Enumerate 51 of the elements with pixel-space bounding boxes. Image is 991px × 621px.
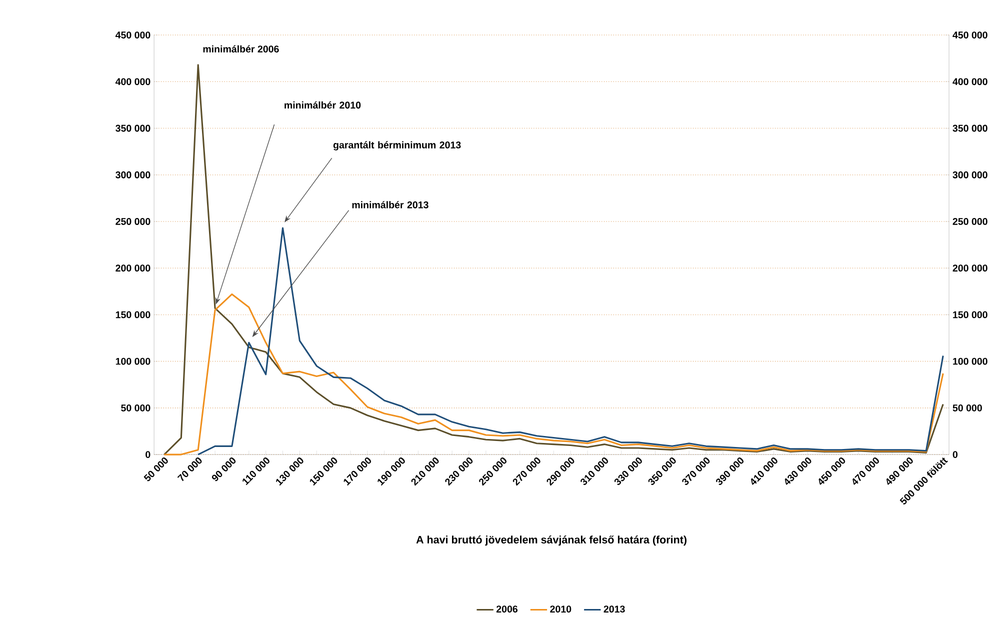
x-tick-label: 430 000 xyxy=(784,457,812,485)
x-tick-label: 370 000 xyxy=(682,457,710,485)
y2-tick-label: 400 000 xyxy=(115,78,150,85)
x-tick-label: 290 000 xyxy=(546,457,574,486)
x-tick-label: 50 000 xyxy=(144,457,168,481)
y-tick-label: 450 000 xyxy=(952,31,988,38)
x-tick-label: 170 000 xyxy=(344,457,372,486)
x-tick-label: 350 000 xyxy=(648,457,676,485)
y2-tick-label: 100 000 xyxy=(116,358,150,365)
x-tick-label: 130 000 xyxy=(276,457,304,486)
x-tick-label: 90 000 xyxy=(212,457,236,481)
annotation: minimálbér 2010 xyxy=(284,101,361,108)
y2-tick-label: 350 000 xyxy=(116,124,150,132)
y2-tick-label: 50 000 xyxy=(121,404,150,412)
legend-label: 2010 xyxy=(550,605,572,612)
x-tick-label: 410 000 xyxy=(750,457,778,485)
y2-tick-label: 300 000 xyxy=(116,171,150,178)
y-tick-label: 150 000 xyxy=(953,311,988,318)
y2-tick-label: 250 000 xyxy=(116,218,150,225)
y-tick-label: 100 000 xyxy=(953,358,988,365)
x-tick-label: 310 000 xyxy=(580,457,608,485)
x-tick-label: 150 000 xyxy=(310,457,338,486)
y2-tick-label: 450 000 xyxy=(115,31,150,38)
y-tick-label: 300 000 xyxy=(952,171,988,178)
y-tick-label: 400 000 xyxy=(952,78,988,85)
y-tick-label: 0 xyxy=(952,450,958,458)
y2-tick-label: 0 xyxy=(146,450,150,458)
y2-tick-label: 150 000 xyxy=(116,311,150,318)
x-tick-label: 330 000 xyxy=(614,457,642,485)
x-tick-label: 270 000 xyxy=(512,457,540,486)
x-tick-label: 210 000 xyxy=(411,457,439,486)
y2-tick-label: 200 000 xyxy=(116,264,150,272)
x-axis-title: A havi bruttó jövedelem sávjának felső határa (forint) xyxy=(416,535,686,546)
x-tick-label: 490 000 xyxy=(886,457,913,485)
legend-label: 2013 xyxy=(604,605,625,612)
annotation: minimálbér 2006 xyxy=(203,45,279,52)
x-tick-label: 390 000 xyxy=(716,457,744,485)
x-tick-label: 70 000 xyxy=(177,457,202,481)
y-tick-label: 200 000 xyxy=(952,264,988,272)
x-tick-label: 110 000 xyxy=(242,457,270,485)
annotation: minimálbér 2013 xyxy=(352,200,428,208)
x-tick-label: 190 000 xyxy=(378,457,405,486)
y-tick-label: 250 000 xyxy=(952,218,988,225)
x-tick-label: 470 000 xyxy=(852,457,879,485)
legend-label: 2006 xyxy=(496,605,518,612)
y-tick-label: 50 000 xyxy=(952,404,982,412)
x-tick-label: 230 000 xyxy=(445,457,473,486)
x-tick-label: 450 000 xyxy=(818,457,846,485)
annotation: garantált bérminimum 2013 xyxy=(333,140,461,150)
x-tick-label: 250 000 xyxy=(479,457,506,486)
y-tick-label: 350 000 xyxy=(952,124,988,132)
